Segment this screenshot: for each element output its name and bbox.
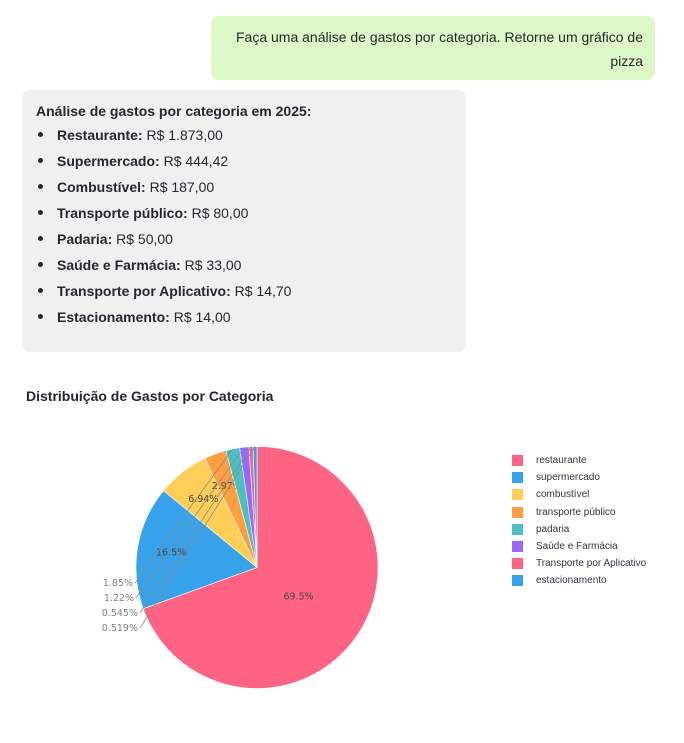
leader-line <box>139 446 252 614</box>
legend-item[interactable]: restaurante <box>512 452 646 469</box>
list-item: Transporte por Aplicativo: R$ 14,70 <box>36 278 452 304</box>
pie-slice-1[interactable] <box>135 490 258 610</box>
category-amount: R$ 187,00 <box>149 179 215 195</box>
category-label: Estacionamento: <box>57 309 170 325</box>
legend-item[interactable]: combustível <box>512 486 646 503</box>
category-amount: R$ 1.873,00 <box>146 127 223 143</box>
legend-label: transporte público <box>536 506 616 518</box>
category-label: Restaurante: <box>57 127 143 143</box>
expense-list: Restaurante: R$ 1.873,00 Supermercado: R… <box>36 122 452 330</box>
leader-line <box>135 446 245 599</box>
legend-swatch <box>512 541 523 553</box>
legend-item[interactable]: supermercado <box>512 469 646 486</box>
legend-label: estacionamento <box>536 575 607 587</box>
list-item: Padaria: R$ 50,00 <box>36 226 452 252</box>
chart-legend: restaurante supermercado combustível transp… <box>512 452 646 590</box>
category-label: Transporte por Aplicativo: <box>57 283 231 299</box>
slice-percent-label: 16.5% <box>156 548 186 559</box>
pie-chart: 69.5% 16.5% 6.94% 2.97% 1.85% 1.22% 0.545% 0.51… <box>102 446 379 689</box>
legend-label: padaria <box>536 523 570 535</box>
legend-label: restaurante <box>536 455 587 467</box>
list-item: Transporte público: R$ 80,00 <box>36 200 452 226</box>
category-label: Transporte público: <box>57 205 188 221</box>
pie-slice-0[interactable] <box>142 446 379 689</box>
chart-title: Distribuição de Gastos por Categoria <box>26 388 274 404</box>
leader-line <box>134 448 234 584</box>
list-item: Saúde e Farmácia: R$ 33,00 <box>36 252 452 278</box>
list-item: Restaurante: R$ 1.873,00 <box>36 122 452 148</box>
category-label: Combustível: <box>57 179 146 195</box>
category-amount: R$ 33,00 <box>184 257 242 273</box>
slice-percent-label: 0.545% <box>102 608 138 619</box>
slice-percent-label: 2.97% <box>212 481 242 492</box>
legend-swatch <box>512 472 523 484</box>
pie-slice-7[interactable] <box>252 446 258 568</box>
legend-swatch <box>512 455 523 467</box>
category-amount: R$ 444,42 <box>163 153 229 169</box>
legend-label: Transporte por Aplicativo <box>536 558 647 570</box>
analysis-heading: Análise de gastos por categoria em 2025: <box>36 103 312 119</box>
category-amount: R$ 14,00 <box>173 309 231 325</box>
legend-swatch <box>512 489 523 501</box>
slice-percent-label: 69.5% <box>284 592 314 603</box>
legend-item[interactable]: Saúde e Farmácia <box>512 538 646 555</box>
legend-label: Saúde e Farmácia <box>536 541 618 553</box>
legend-label: combustível <box>536 489 590 501</box>
slice-percent-label: 0.519% <box>102 623 138 634</box>
legend-swatch <box>512 558 523 570</box>
slice-percent-label: 6.94% <box>188 494 218 505</box>
category-label: Saúde e Farmácia: <box>57 257 181 273</box>
category-amount: R$ 14,70 <box>234 283 292 299</box>
legend-item[interactable]: estacionamento <box>512 572 646 589</box>
list-item: Supermercado: R$ 444,42 <box>36 148 452 174</box>
legend-swatch <box>512 523 523 535</box>
category-label: Supermercado: <box>57 153 160 169</box>
user-message-text: Faça uma análise de gastos por categoria… <box>235 29 643 69</box>
list-item: Estacionamento: R$ 14,00 <box>36 304 452 330</box>
legend-label: supermercado <box>536 472 600 484</box>
legend-swatch <box>512 575 523 587</box>
list-item: Combustível: R$ 187,00 <box>36 174 452 200</box>
legend-item[interactable]: transporte público <box>512 504 646 521</box>
user-message-bubble: Faça uma análise de gastos por categoria… <box>211 16 655 80</box>
category-label: Padaria: <box>57 231 113 247</box>
slice-percent-label: 1.85% <box>103 578 133 589</box>
category-amount: R$ 80,00 <box>191 205 249 221</box>
legend-item[interactable]: padaria <box>512 521 646 538</box>
slice-percent-label: 1.22% <box>104 593 134 604</box>
legend-item[interactable]: Transporte por Aplicativo <box>512 555 646 572</box>
category-amount: R$ 50,00 <box>116 231 173 247</box>
leader-line <box>139 446 256 629</box>
legend-swatch <box>512 506 523 518</box>
assistant-message-bubble: Análise de gastos por categoria em 2025:… <box>22 90 466 352</box>
